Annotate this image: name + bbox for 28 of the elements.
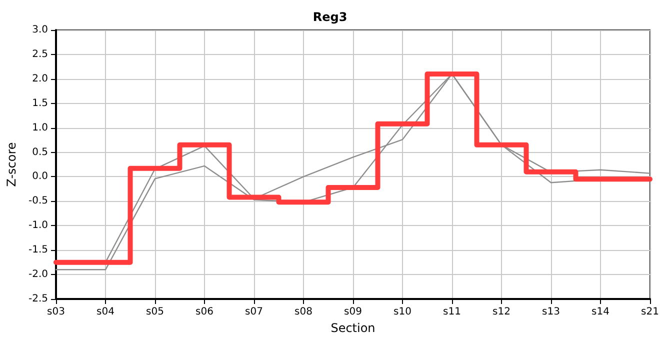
y-tick-label: 2.5 bbox=[32, 48, 48, 60]
y-axis-title: Z-score bbox=[4, 142, 19, 187]
x-tick-label: s12 bbox=[492, 306, 510, 318]
y-tick-label: -1.0 bbox=[28, 220, 48, 232]
y-tick-label: 0.0 bbox=[32, 171, 48, 182]
y-tick-label: 0.5 bbox=[32, 146, 48, 158]
y-tick-label: 1.0 bbox=[32, 122, 48, 134]
y-tick-label: -2.0 bbox=[28, 269, 48, 280]
x-tick-label: s08 bbox=[294, 306, 312, 318]
x-tick-label: s21 bbox=[641, 306, 659, 318]
x-tick-label: s05 bbox=[146, 306, 164, 318]
x-tick-label: s04 bbox=[96, 306, 114, 318]
y-tick-label: -2.5 bbox=[28, 294, 48, 304]
x-tick-label: s11 bbox=[443, 306, 461, 318]
x-tick-label: s09 bbox=[344, 306, 362, 318]
y-tick-label: -1.5 bbox=[28, 244, 48, 256]
y-tick-label: -0.5 bbox=[28, 196, 48, 207]
x-tick-label: s06 bbox=[196, 306, 214, 318]
x-axis-title: Section bbox=[330, 320, 376, 335]
y-tick-label: 2.0 bbox=[32, 73, 48, 84]
y-tick-label: 1.5 bbox=[32, 98, 48, 109]
y-tick-label: 3.0 bbox=[32, 24, 48, 36]
x-tick-label: s07 bbox=[245, 306, 263, 318]
x-tick-label: s10 bbox=[394, 306, 412, 318]
chart-title: Reg3 bbox=[312, 10, 348, 24]
x-tick-label: s03 bbox=[47, 306, 65, 318]
x-tick-label: s14 bbox=[592, 306, 610, 318]
x-tick-label: s13 bbox=[542, 306, 560, 318]
